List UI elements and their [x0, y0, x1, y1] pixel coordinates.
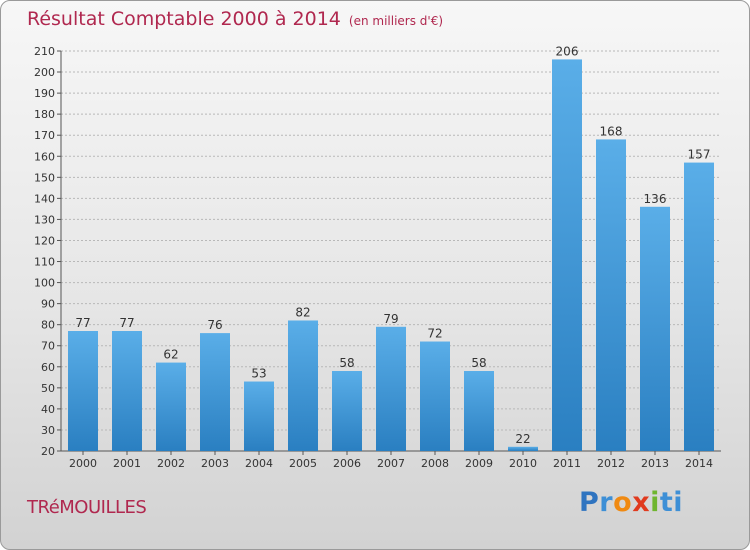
y-tick-label: 160 [34, 150, 55, 163]
data-label: 136 [644, 192, 667, 206]
chart-title-text: Résultat Comptable 2000 à 2014 [27, 8, 341, 30]
y-tick-label: 20 [41, 445, 55, 458]
data-label: 82 [295, 305, 310, 319]
chart-title: Résultat Comptable 2000 à 2014 (en millie… [27, 8, 443, 30]
logo-letter: P [579, 487, 600, 518]
y-tick-label: 210 [34, 45, 55, 58]
y-tick-label: 70 [41, 340, 55, 353]
y-tick-label: 170 [34, 129, 55, 142]
bar-2009 [464, 371, 494, 451]
proxiti-logo: Proxiti [579, 487, 683, 518]
x-tick-label: 2010 [509, 457, 537, 470]
data-label: 157 [688, 148, 711, 162]
data-label: 58 [471, 356, 486, 370]
logo-letter: r [599, 487, 614, 518]
data-label: 58 [339, 356, 354, 370]
y-tick-label: 100 [34, 277, 55, 290]
bar-2013 [640, 206, 670, 451]
bar-2002 [156, 362, 186, 451]
bar-2011 [552, 59, 582, 451]
y-tick-label: 180 [34, 108, 55, 121]
y-tick-label: 50 [41, 382, 55, 395]
x-tick-label: 2007 [377, 457, 405, 470]
y-tick-label: 80 [41, 319, 55, 332]
x-tick-label: 2004 [245, 457, 273, 470]
bar-2001 [112, 331, 142, 451]
y-tick-label: 60 [41, 361, 55, 374]
x-tick-label: 2008 [421, 457, 449, 470]
bar-2006 [332, 371, 362, 451]
y-tick-label: 200 [34, 66, 55, 79]
x-tick-label: 2012 [597, 457, 625, 470]
x-tick-label: 2001 [113, 457, 141, 470]
x-tick-label: 2003 [201, 457, 229, 470]
bar-2008 [420, 341, 450, 451]
x-tick-label: 2005 [289, 457, 317, 470]
x-tick-label: 2000 [69, 457, 97, 470]
data-label: 79 [383, 312, 398, 326]
bar-2010 [508, 446, 538, 451]
chart-subtitle: (en milliers d'€) [348, 14, 444, 28]
data-label: 206 [556, 44, 579, 58]
data-label: 76 [207, 318, 222, 332]
x-tick-label: 2006 [333, 457, 361, 470]
x-tick-label: 2013 [641, 457, 669, 470]
logo-letter: t [659, 487, 674, 518]
y-tick-label: 90 [41, 298, 55, 311]
y-tick-label: 130 [34, 213, 55, 226]
x-tick-label: 2011 [553, 457, 581, 470]
data-label: 62 [163, 348, 178, 362]
data-label: 22 [515, 432, 530, 446]
bar-2012 [596, 139, 626, 451]
data-label: 72 [427, 327, 442, 341]
bar-2014 [684, 162, 714, 451]
y-tick-label: 190 [34, 87, 55, 100]
bar-2000 [68, 331, 98, 451]
y-tick-label: 150 [34, 171, 55, 184]
logo-letter: o [613, 487, 633, 518]
y-tick-label: 30 [41, 424, 55, 437]
y-tick-label: 140 [34, 192, 55, 205]
y-tick-label: 110 [34, 256, 55, 269]
bar-2003 [200, 333, 230, 451]
data-label: 77 [75, 316, 90, 330]
bar-2007 [376, 326, 406, 451]
x-tick-label: 2014 [685, 457, 713, 470]
data-label: 168 [600, 124, 623, 138]
data-label: 53 [251, 367, 266, 381]
y-tick-label: 120 [34, 234, 55, 247]
logo-letter: i [673, 487, 684, 518]
bar-2005 [288, 320, 318, 451]
x-tick-label: 2002 [157, 457, 185, 470]
logo-letter: i [650, 487, 660, 518]
y-tick-label: 40 [41, 403, 55, 416]
logo-letter: x [632, 487, 651, 518]
bar-2004 [244, 381, 274, 451]
x-tick-label: 2009 [465, 457, 493, 470]
town-name: TRéMOUILLES [27, 497, 147, 518]
data-label: 77 [119, 316, 134, 330]
